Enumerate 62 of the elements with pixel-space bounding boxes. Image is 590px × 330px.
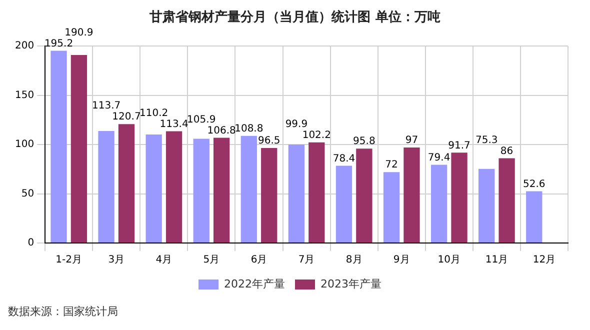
data-label: 78.4: [332, 153, 356, 164]
x-tick-label: 8月: [346, 254, 362, 266]
data-label: 110.2: [140, 108, 168, 119]
bar: [213, 138, 230, 242]
bar: [498, 158, 515, 242]
legend-label: 2023年产量: [320, 277, 382, 290]
x-tick-label: 5月: [203, 254, 220, 266]
bar: [430, 164, 448, 242]
data-label: 75.3: [475, 134, 498, 146]
y-tick-label: 0: [28, 238, 34, 249]
source-note: 数据来源：国家统计局: [8, 304, 119, 319]
bar: [70, 54, 88, 242]
x-tick-label: 9月: [393, 254, 410, 266]
bar: [98, 131, 114, 242]
data-label: 79.4: [428, 152, 450, 164]
bar: [478, 168, 495, 242]
bar: [50, 50, 67, 242]
x-tick-label: 6月: [250, 254, 268, 266]
data-label: 99.9: [285, 118, 308, 130]
data-label: 102.2: [302, 130, 331, 141]
data-label: 52.6: [522, 178, 546, 190]
data-label: 190.9: [64, 27, 94, 38]
data-label: 195.2: [44, 38, 74, 50]
bar: [146, 134, 162, 242]
bar: [118, 124, 135, 242]
data-label: 106.8: [207, 125, 236, 136]
data-label: 95.8: [353, 136, 376, 148]
data-label: 91.7: [448, 140, 470, 152]
data-label: 113.7: [92, 100, 121, 112]
legend-label: 2022年产量: [224, 277, 286, 290]
x-tick-label: 1-2月: [56, 254, 82, 266]
bar: [261, 148, 278, 242]
data-label: 113.4: [160, 118, 188, 130]
bar: [240, 136, 257, 242]
bar: [288, 144, 305, 242]
data-label: 97: [405, 135, 418, 146]
x-tick-label: 3月: [108, 254, 125, 266]
chart-title: 甘肃省钢材产量分月（当月值）统计图 单位：万吨: [148, 8, 442, 27]
data-label: 105.9: [187, 114, 216, 126]
x-tick-label: 12月: [532, 254, 556, 266]
data-label: 108.8: [234, 123, 264, 134]
data-label: 86: [500, 146, 514, 157]
x-tick-label: 11月: [485, 254, 508, 266]
x-tick-label: 10月: [438, 254, 461, 266]
y-tick-label: 50: [21, 188, 34, 200]
bar: [308, 142, 325, 242]
x-tick-label: 4月: [156, 254, 172, 266]
x-tick-label: 7月: [298, 254, 315, 266]
bar: [451, 152, 468, 242]
bar: [336, 166, 352, 242]
data-label: 120.7: [112, 112, 141, 123]
bar: [383, 172, 400, 242]
bar: [404, 147, 420, 242]
bar: [193, 138, 210, 242]
data-label: 72: [385, 160, 398, 171]
y-tick-label: 200: [14, 40, 34, 52]
y-tick-label: 150: [14, 90, 34, 101]
bar: [166, 131, 182, 242]
y-tick-label: 100: [14, 139, 34, 150]
data-label: 96.5: [258, 136, 280, 147]
bar: [526, 191, 542, 242]
bar: [356, 148, 372, 242]
